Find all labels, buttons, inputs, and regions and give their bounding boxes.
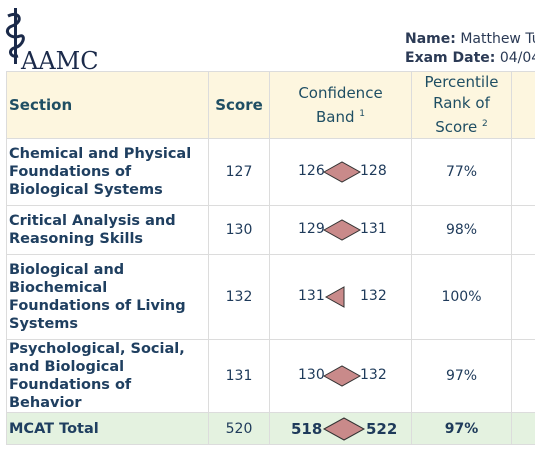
percentile-header: Percentile Rank of Score 2 xyxy=(411,71,512,139)
band-low: 130 xyxy=(298,367,325,383)
extra-column-header xyxy=(511,71,535,139)
total-score: 520 xyxy=(208,412,270,445)
name-label: Name: xyxy=(405,31,456,47)
confidence-header-line2: Band xyxy=(315,107,355,126)
table-row: Chemical and Physical Foundations of Bio… xyxy=(6,138,535,206)
section-score: 130 xyxy=(208,205,270,255)
section-name: Critical Analysis and Reasoning Skills xyxy=(6,205,209,255)
total-row: MCAT Total 520 518 522 97% xyxy=(6,412,535,445)
band-high: 131 xyxy=(360,221,387,237)
confidence-footnote-ref: 1 xyxy=(359,108,366,119)
diamond-band-icon xyxy=(322,416,366,441)
band-high: 132 xyxy=(360,367,387,383)
date-value: 04/04 xyxy=(499,50,535,66)
section-percentile: 98% xyxy=(411,205,512,255)
total-percentile: 97% xyxy=(411,412,512,445)
percentile-header-line1: Percentile xyxy=(424,73,499,91)
section-percentile: 77% xyxy=(411,138,512,206)
table-row: Critical Analysis and Reasoning Skills 1… xyxy=(6,205,535,255)
section-name: Biological and Biochemical Foundations o… xyxy=(6,254,209,340)
score-table: Section Score Confidence Band 1 Percenti… xyxy=(6,71,535,445)
score-header: Score xyxy=(208,71,270,139)
section-header: Section xyxy=(6,71,209,139)
confidence-band: 130 132 xyxy=(269,339,412,413)
band-high: 522 xyxy=(366,419,398,438)
percentile-header-line2: Rank of xyxy=(433,94,490,112)
aamc-logo: AAMC xyxy=(4,6,104,75)
confidence-header-line1: Confidence xyxy=(298,83,383,102)
section-score: 131 xyxy=(208,339,270,413)
confidence-band: 131 132 xyxy=(269,254,412,340)
diamond-band-icon xyxy=(322,365,362,387)
logo-text: AAMC xyxy=(21,47,99,75)
confidence-band: 129 131 xyxy=(269,205,412,255)
table-row: Psychological, Social, and Biological Fo… xyxy=(6,339,535,413)
band-high: 128 xyxy=(360,163,387,179)
band-low: 126 xyxy=(298,163,325,179)
percentile-header-line3: Score xyxy=(435,118,478,136)
diamond-band-icon xyxy=(322,161,362,183)
diamond-band-icon xyxy=(322,219,362,241)
section-percentile: 100% xyxy=(411,254,512,340)
section-percentile: 97% xyxy=(411,339,512,413)
band-high: 132 xyxy=(360,288,387,304)
total-label: MCAT Total xyxy=(6,412,209,445)
confidence-band-header: Confidence Band 1 xyxy=(269,71,412,139)
section-name: Psychological, Social, and Biological Fo… xyxy=(6,339,209,413)
exam-date: Exam Date: 04/04 xyxy=(405,50,535,66)
extra-cell xyxy=(511,205,535,255)
band-low: 129 xyxy=(298,221,325,237)
section-score: 132 xyxy=(208,254,270,340)
band-low: 131 xyxy=(298,288,325,304)
percentile-footnote-ref: 2 xyxy=(482,119,488,129)
extra-cell xyxy=(511,412,535,445)
section-name: Chemical and Physical Foundations of Bio… xyxy=(6,138,209,206)
examinee-name: Name: Matthew Tu xyxy=(405,31,535,47)
extra-cell xyxy=(511,254,535,340)
table-row: Biological and Biochemical Foundations o… xyxy=(6,254,535,340)
band-low: 518 xyxy=(291,419,323,438)
confidence-band: 126 128 xyxy=(269,138,412,206)
extra-cell xyxy=(511,138,535,206)
table-header-row: Section Score Confidence Band 1 Percenti… xyxy=(6,71,535,139)
name-value: Matthew Tu xyxy=(460,31,535,47)
date-label: Exam Date: xyxy=(405,50,496,66)
extra-cell xyxy=(511,339,535,413)
total-confidence-band: 518 522 xyxy=(269,412,412,445)
section-score: 127 xyxy=(208,138,270,206)
half-diamond-band-icon xyxy=(324,286,345,308)
caduceus-icon xyxy=(6,8,25,64)
